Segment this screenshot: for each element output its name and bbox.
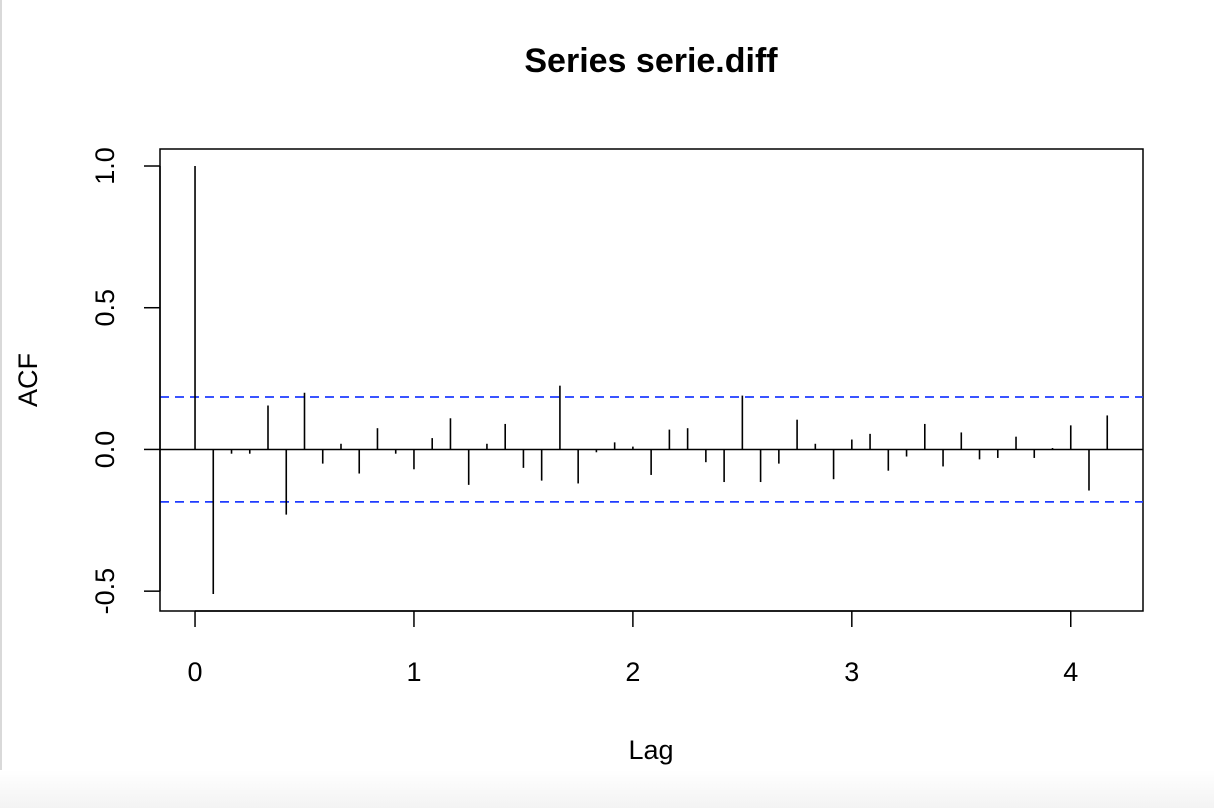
y-axis: -0.5 0.0 0.5 1.0 [90, 147, 161, 615]
chart-title: Series serie.diff [524, 42, 778, 80]
y-tick-label: -0.5 [90, 568, 120, 615]
x-tick-label: 0 [188, 657, 203, 687]
acf-bars [194, 166, 1109, 594]
window-bottom-fade [0, 770, 1214, 808]
y-tick-label: 1.0 [90, 147, 120, 185]
x-tick-label: 3 [844, 657, 859, 687]
x-tick-label: 2 [625, 657, 640, 687]
x-axis-label: Lag [628, 735, 673, 765]
x-tick-label: 4 [1063, 657, 1078, 687]
y-tick-label: 0.0 [90, 431, 120, 469]
x-tick-label: 1 [406, 657, 421, 687]
y-tick-label: 0.5 [90, 289, 120, 327]
plot-frame [159, 148, 1144, 612]
x-axis: 0 1 2 3 4 [188, 610, 1078, 687]
y-axis-label: ACF [13, 353, 43, 407]
window-edge [0, 0, 2, 808]
